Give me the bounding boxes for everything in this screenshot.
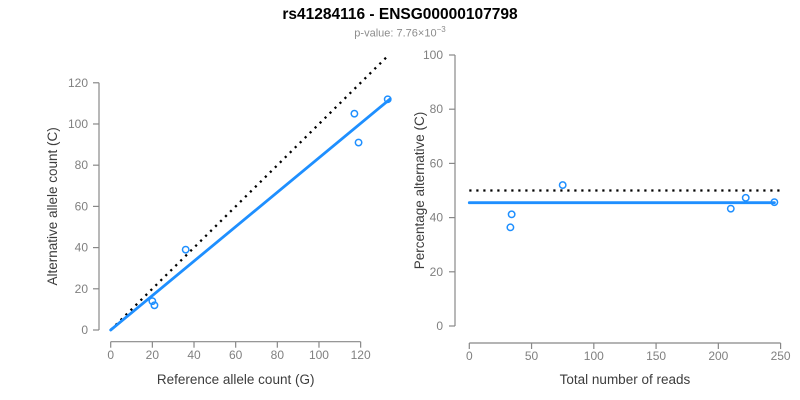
x-tick-label: 80 [271, 348, 285, 362]
x-tick-label: 0 [466, 349, 473, 363]
x-tick-label: 0 [107, 348, 114, 362]
x-tick-label: 60 [229, 348, 243, 362]
x-tick-label: 120 [351, 348, 371, 362]
y-tick-label: 20 [430, 265, 444, 279]
y-tick-label: 40 [75, 241, 89, 255]
data-point [350, 109, 359, 118]
data-point [354, 138, 363, 147]
y-tick-label: 80 [75, 158, 89, 172]
x-axis-title: Total number of reads [560, 372, 691, 387]
y-tick-label: 100 [68, 117, 88, 131]
dotted-reference-line [109, 54, 390, 331]
pvalue-text: p-value: 7.76×10 [354, 27, 437, 40]
x-tick-label: 50 [525, 349, 539, 363]
x-tick-label: 100 [309, 348, 329, 362]
pvalue-exponent: −3 [436, 25, 446, 34]
data-point [726, 204, 735, 213]
y-tick-label: 0 [81, 323, 88, 337]
data-point [150, 301, 159, 310]
data-point [506, 223, 515, 232]
pvalue-subtitle: p-value: 7.76×10−3 [0, 25, 800, 40]
y-tick-label: 20 [75, 282, 89, 296]
y-tick-label: 60 [75, 199, 89, 213]
data-point [383, 95, 392, 104]
data-point [558, 181, 567, 190]
data-point [507, 210, 516, 219]
data-point [770, 198, 779, 207]
data-point [741, 193, 750, 202]
x-tick-label: 150 [646, 349, 666, 363]
x-tick-label: 200 [708, 349, 728, 363]
x-tick-label: 20 [146, 348, 160, 362]
y-tick-label: 80 [430, 102, 444, 116]
y-tick-label: 100 [423, 48, 443, 62]
y-axis-title: Percentage alternative (C) [412, 112, 427, 270]
y-tick-label: 60 [430, 156, 444, 170]
data-point [181, 245, 190, 254]
y-axis-title: Alternative allele count (C) [45, 127, 60, 285]
y-tick-label: 40 [430, 211, 444, 225]
page-title: rs41284116 - ENSG00000107798 [282, 6, 518, 23]
fit-line [109, 97, 392, 332]
y-tick-label: 120 [68, 76, 88, 90]
x-axis-title: Reference allele count (G) [157, 372, 315, 387]
x-tick-label: 40 [187, 348, 201, 362]
x-tick-label: 250 [771, 349, 791, 363]
y-tick-label: 0 [436, 319, 443, 333]
data-point [148, 297, 157, 306]
x-tick-label: 100 [584, 349, 604, 363]
